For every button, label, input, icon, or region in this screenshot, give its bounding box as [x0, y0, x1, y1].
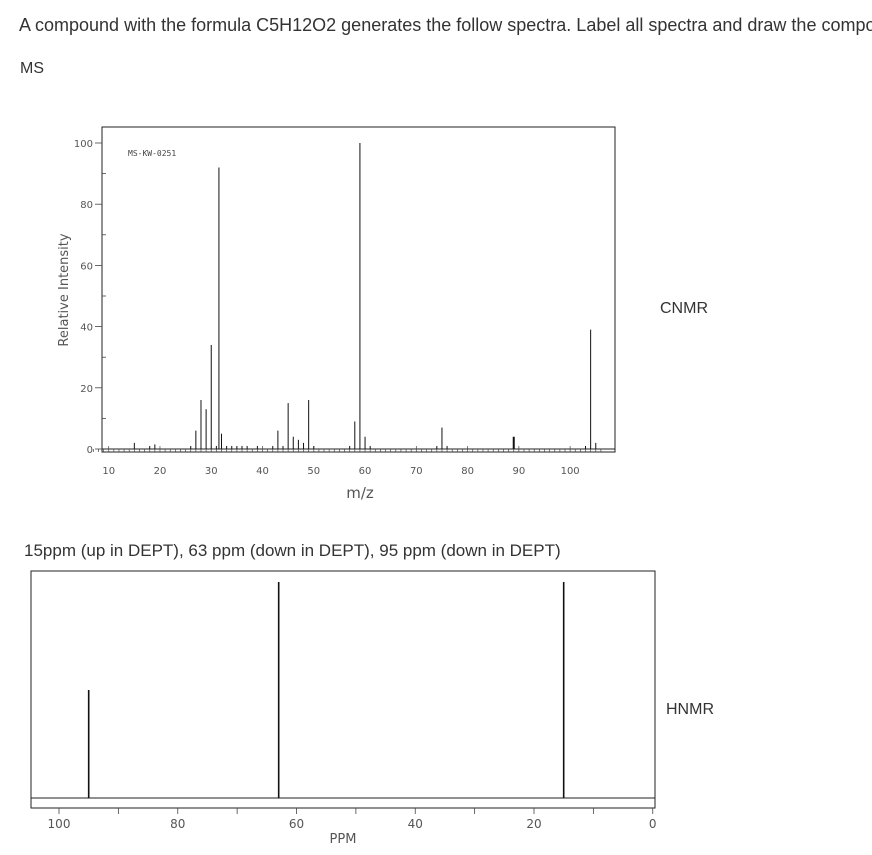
ms-x-tick-label: 80: [461, 466, 474, 477]
cnmr-dept-note: 15ppm (up in DEPT), 63 ppm (down in DEPT…: [24, 541, 561, 560]
ms-x-tick-label: 30: [205, 466, 218, 477]
ms-plot-frame: [101, 126, 616, 453]
ms-y-tick-label: 20: [80, 384, 93, 395]
ms-y-tick-label: 100: [74, 139, 93, 150]
ms-x-tick-label: 100: [561, 466, 580, 477]
ms-x-tick-label: 70: [410, 466, 423, 477]
ms-ylabel: Relative Intensity: [57, 233, 72, 346]
question-text: A compound with the formula C5H12O2 gene…: [19, 15, 872, 35]
ms-xlabel: m/z: [346, 484, 374, 502]
ms-y-tick-label: 60: [80, 261, 93, 272]
ms-heading: MS: [20, 60, 44, 77]
ms-y-tick-label: 0: [87, 445, 93, 456]
ms-x-tick-label: 40: [256, 466, 269, 477]
ms-y-tick-label: 40: [80, 323, 93, 334]
cnmr-heading: CNMR: [660, 300, 708, 317]
ms-inner-label: MS-KW-0251: [128, 149, 176, 158]
ms-x-tick-label: 60: [359, 466, 372, 477]
ms-y-tick-label: 80: [80, 200, 93, 211]
ms-x-tick-label: 90: [512, 466, 525, 477]
ms-x-tick-label: 20: [154, 466, 167, 477]
ms-x-tick-label: 10: [102, 466, 115, 477]
hnmr-heading: HNMR: [666, 701, 714, 718]
ms-x-tick-label: 50: [307, 466, 320, 477]
